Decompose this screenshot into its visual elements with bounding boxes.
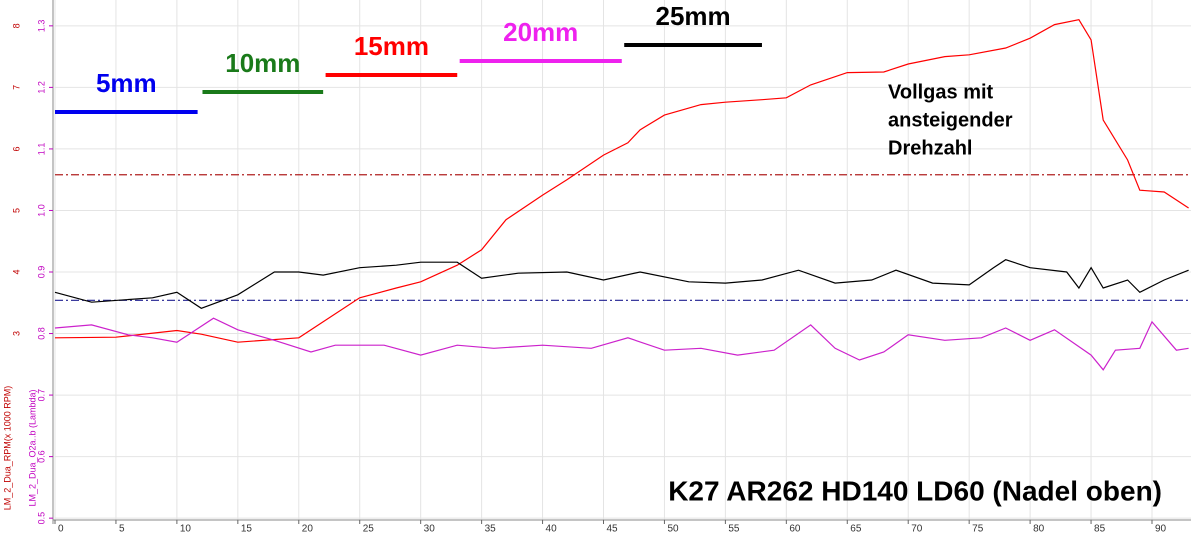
- y-tick-label: 1.3: [36, 20, 46, 33]
- y2-tick-label: 3: [11, 331, 21, 336]
- range-label: 20mm: [503, 17, 578, 47]
- x-tick-label: 45: [606, 524, 618, 535]
- y-tick-label: 1.1: [36, 143, 46, 156]
- x-tick-label: 75: [972, 524, 984, 535]
- x-tick-label: 55: [728, 524, 740, 535]
- x-tick-label: 30: [424, 524, 436, 535]
- y-axis-label: LM_2_Dua_O2a..b (Lambda): [27, 389, 37, 506]
- range-label: 5mm: [96, 68, 157, 98]
- y-tick-label: 0.9: [36, 266, 46, 279]
- x-tick-label: 85: [1094, 524, 1106, 535]
- y-tick-label: 1.2: [36, 81, 46, 94]
- range-label: 15mm: [354, 31, 429, 61]
- y-tick-label: 0.8: [36, 327, 46, 340]
- y-tick-label: 1.0: [36, 204, 46, 217]
- y-tick-label: 0.7: [36, 389, 46, 402]
- y2-tick-label: 4: [11, 269, 21, 274]
- y2-axis-label: LM_2_Dua_RPM(x 1000 RPM): [2, 386, 12, 511]
- x-tick-label: 0: [58, 524, 64, 535]
- annotation: ansteigender: [888, 109, 1013, 131]
- x-tick-label: 20: [302, 524, 314, 535]
- x-tick-label: 50: [667, 524, 679, 535]
- x-tick-label: 90: [1155, 524, 1167, 535]
- y-tick-label: 0.6: [36, 450, 46, 463]
- data-line: [54, 19, 1189, 343]
- range-label: 25mm: [656, 1, 731, 31]
- annotation: Vollgas mit: [888, 81, 994, 103]
- y2-tick-label: 6: [11, 146, 21, 151]
- x-tick-label: 80: [1033, 524, 1045, 535]
- range-label: 10mm: [225, 48, 300, 78]
- y2-tick-label: 5: [11, 208, 21, 213]
- x-tick-label: 40: [546, 524, 558, 535]
- data-line: [54, 259, 1189, 309]
- x-tick-label: 25: [363, 524, 375, 535]
- annotation: Drehzahl: [888, 137, 972, 159]
- caption: K27 AR262 HD140 LD60 (Nadel oben): [668, 475, 1162, 506]
- x-tick-label: 10: [180, 524, 192, 535]
- x-tick-label: 35: [485, 524, 497, 535]
- y2-tick-label: 7: [11, 85, 21, 90]
- data-line: [54, 317, 1189, 371]
- y2-tick-label: 8: [11, 23, 21, 28]
- x-tick-label: 5: [119, 524, 125, 535]
- x-tick-label: 65: [850, 524, 862, 535]
- x-tick-label: 15: [241, 524, 253, 535]
- x-tick-label: 70: [911, 524, 923, 535]
- x-tick-label: 60: [789, 524, 801, 535]
- y-tick-label: 0.5: [36, 512, 46, 525]
